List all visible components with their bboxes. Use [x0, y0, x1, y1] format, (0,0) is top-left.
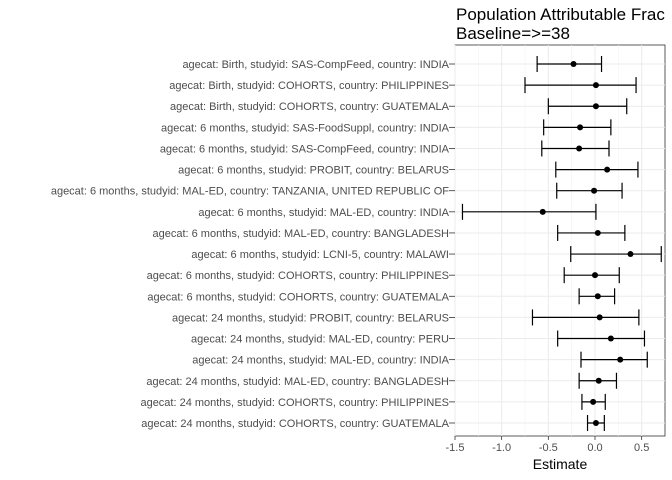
x-tick-label: 0.5: [634, 442, 649, 454]
category-label: agecat: 24 months, studyid: PROBIT, coun…: [172, 312, 449, 324]
estimate-point: [617, 356, 624, 363]
estimate-point: [607, 335, 614, 342]
category-label: agecat: Birth, studyid: COHORTS, country…: [169, 80, 449, 92]
category-label: agecat: 6 months, studyid: SAS-CompFeed,…: [160, 143, 450, 155]
category-label: agecat: 24 months, studyid: MAL-ED, coun…: [192, 355, 449, 367]
category-label: agecat: Birth, studyid: SAS-CompFeed, co…: [182, 59, 449, 71]
category-label: agecat: 24 months, studyid: COHORTS, cou…: [140, 397, 449, 409]
category-label: agecat: 24 months, studyid: MAL-ED, coun…: [191, 334, 449, 346]
category-label: agecat: Birth, studyid: COHORTS, country…: [170, 101, 450, 113]
category-label: agecat: 6 months, studyid: MAL-ED, count…: [152, 228, 449, 240]
estimate-point: [604, 166, 611, 173]
estimate-point: [592, 420, 599, 426]
category-label: agecat: 24 months, studyid: MAL-ED, coun…: [146, 376, 449, 388]
category-label: agecat: 6 months, studyid: MAL-ED, count…: [198, 207, 449, 219]
chart-title-line-2: Baseline=>=38: [456, 24, 570, 43]
estimate-point: [627, 251, 634, 258]
x-tick-label: -1.5: [446, 442, 465, 454]
category-label: agecat: 6 months, studyid: SAS-FoodSuppl…: [161, 122, 450, 134]
estimate-point: [576, 145, 583, 152]
estimate-point: [590, 398, 597, 405]
category-label: agecat: 24 months, studyid: COHORTS, cou…: [141, 418, 449, 430]
estimate-point: [594, 229, 601, 236]
estimate-point: [594, 293, 601, 300]
plot-panel: [454, 44, 666, 437]
estimate-point: [592, 103, 599, 110]
category-label: agecat: 6 months, studyid: PROBIT, count…: [178, 165, 449, 177]
estimate-point: [595, 377, 602, 384]
estimate-point: [539, 208, 546, 215]
estimate-point: [570, 61, 577, 67]
estimate-point: [596, 314, 603, 321]
x-tick-label: 0.0: [587, 442, 602, 454]
category-label: agecat: 6 months, studyid: COHORTS, coun…: [147, 270, 449, 282]
estimate-point: [577, 124, 584, 131]
category-label: agecat: 6 months, studyid: MAL-ED, count…: [51, 186, 449, 198]
x-axis: -1.5 -1.0 -0.5 0.0 0.5: [446, 436, 649, 454]
estimate-rows: agecat: Birth, studyid: SAS-CompFeed, co…: [51, 56, 662, 431]
estimate-point: [591, 187, 598, 194]
category-label: agecat: 6 months, studyid: LCNI-5, count…: [191, 249, 449, 261]
chart-title-line-1: Population Attributable Frac: [456, 5, 665, 24]
x-axis-title: Estimate: [533, 456, 588, 472]
estimate-point: [592, 82, 599, 89]
estimate-point: [592, 272, 598, 279]
x-tick-label: -1.0: [492, 442, 511, 454]
x-tick-label: -0.5: [539, 442, 558, 454]
category-label: agecat: 6 months, studyid: COHORTS, coun…: [147, 291, 449, 303]
